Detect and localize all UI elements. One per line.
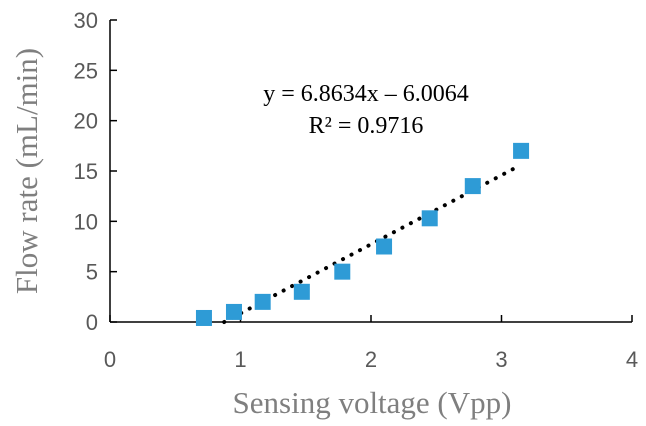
data-point: [195, 309, 212, 326]
x-axis-title: Sensing voltage (Vpp): [233, 385, 512, 420]
trendline-equation: y = 6.8634x – 6.0064: [263, 81, 469, 107]
data-point: [293, 283, 310, 300]
y-tick-label: 10: [74, 209, 98, 234]
x-tick-label: 2: [365, 347, 377, 372]
data-point: [421, 210, 438, 227]
y-tick-label: 25: [74, 58, 98, 83]
data-point: [334, 263, 351, 280]
y-axis-title: Flow rate (mL/min): [9, 48, 44, 294]
trendline: [222, 166, 517, 325]
y-tick-label: 5: [86, 260, 98, 285]
plot-area: 0 5 10 15 20 25 30 0 1 2 3 4: [74, 8, 639, 372]
y-tick-label: 30: [74, 8, 98, 33]
data-point: [225, 303, 242, 320]
x-tick-label: 3: [495, 347, 507, 372]
y-tick-label: 20: [74, 109, 98, 134]
data-point: [376, 238, 393, 255]
x-tick-label: 0: [104, 347, 116, 372]
x-tick-label: 4: [626, 347, 638, 372]
x-tick-label: 1: [234, 347, 246, 372]
data-point: [464, 178, 481, 195]
y-tick-label: 0: [86, 310, 98, 335]
data-point: [513, 142, 530, 159]
y-tick-label: 15: [74, 159, 98, 184]
data-point: [254, 293, 271, 310]
trendline-r-squared: R² = 0.9716: [309, 113, 424, 139]
